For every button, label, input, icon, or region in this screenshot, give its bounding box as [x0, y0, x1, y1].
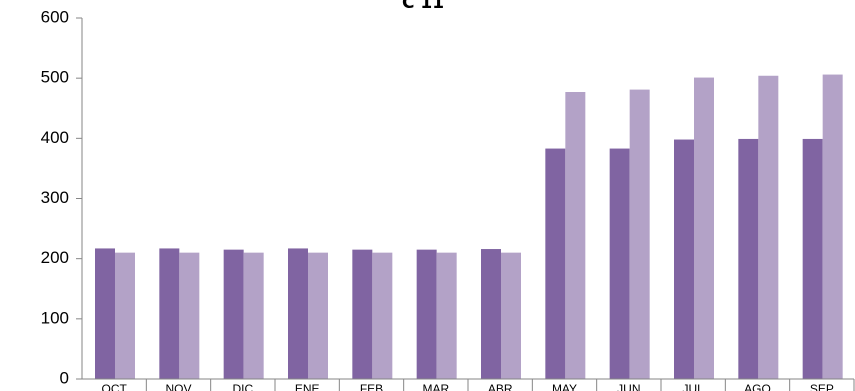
x-category-label: MAY — [552, 382, 577, 391]
bar-series-2-mar — [436, 252, 457, 379]
bar-series-1-ago — [738, 138, 759, 379]
bar-series-1-jun — [609, 148, 630, 379]
x-category-label: SEP — [810, 382, 834, 391]
bar-series-2-dic — [243, 252, 264, 379]
bar-series-1-abr — [481, 249, 501, 379]
x-category-label: MAR — [422, 382, 449, 391]
bars-group — [95, 74, 843, 380]
bar-series-2-jul — [694, 77, 714, 379]
chart-title: C 11 — [402, 0, 444, 13]
y-tick-label: 300 — [41, 188, 69, 207]
y-tick-label: 200 — [41, 248, 69, 267]
bar-series-1-may — [545, 148, 566, 379]
bar-series-2-may — [565, 92, 586, 379]
bar-series-2-abr — [501, 252, 521, 379]
y-axis: 0 100 200 300 400 500 600 — [41, 7, 83, 387]
x-category-label: DIC — [232, 382, 253, 391]
y-tick-label: 0 — [60, 368, 69, 387]
x-category-label: AGO — [744, 382, 771, 391]
bar-series-2-ago — [758, 75, 779, 379]
bar-series-2-jun — [629, 89, 650, 380]
x-category-label: JUN — [617, 382, 640, 391]
x-axis: OCT NOV DIC ENE FEB MAR ABR MAY JUN JUL AGO SEP — [82, 378, 855, 391]
bar-series-2-sep — [822, 74, 843, 379]
bar-series-2-ene — [308, 252, 328, 379]
bar-series-2-nov — [179, 252, 200, 379]
bar-series-2-oct — [115, 252, 135, 379]
x-category-label: FEB — [360, 382, 383, 391]
bar-series-1-mar — [416, 249, 437, 379]
bar-series-1-dic — [223, 249, 244, 379]
x-category-label: OCT — [101, 382, 127, 391]
x-category-label: ABR — [488, 382, 513, 391]
bar-series-2-feb — [372, 252, 393, 379]
bar-series-1-ene — [288, 248, 308, 379]
y-tick-label: 400 — [41, 128, 69, 147]
x-category-label: ENE — [295, 382, 320, 391]
y-tick-label: 500 — [41, 68, 69, 87]
bar-series-1-nov — [159, 248, 180, 379]
x-category-label: JUL — [682, 382, 704, 391]
y-tick-label: 600 — [41, 7, 69, 26]
bar-series-1-sep — [802, 138, 823, 379]
bar-series-1-jul — [674, 139, 694, 379]
bar-series-1-feb — [352, 249, 373, 379]
y-tick-label: 100 — [41, 308, 69, 327]
bar-series-1-oct — [95, 248, 115, 379]
x-category-label: NOV — [165, 382, 191, 391]
